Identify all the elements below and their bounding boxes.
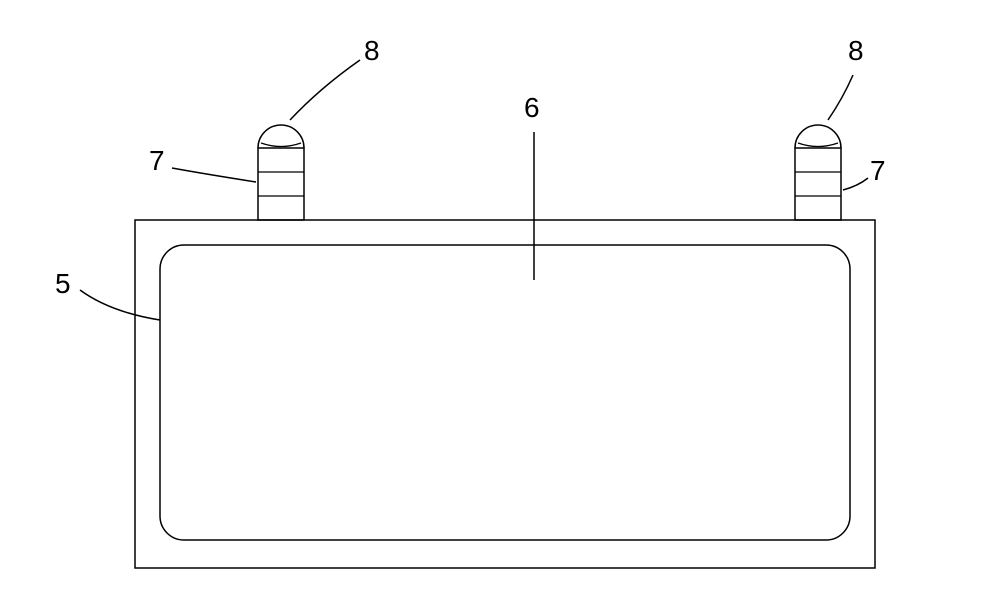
main-body-inner — [160, 245, 850, 540]
callout-label-8-right: 8 — [848, 35, 864, 67]
diagram-container: 5 6 7 7 8 8 — [0, 0, 1000, 593]
terminal-left-cap-inner — [261, 143, 301, 147]
main-body-outer — [135, 220, 875, 568]
callout-label-6: 6 — [524, 92, 540, 124]
terminal-right — [795, 125, 841, 220]
terminal-right-cap-inner — [798, 143, 838, 147]
callout-label-8-left: 8 — [364, 35, 380, 67]
terminal-right-body — [795, 148, 841, 220]
terminal-left — [258, 125, 304, 220]
leader-8-right — [828, 75, 853, 120]
leader-8-left — [290, 60, 360, 120]
leader-7-left — [172, 168, 256, 182]
terminal-left-body — [258, 148, 304, 220]
callout-label-7-right: 7 — [870, 155, 886, 187]
callout-label-7-left: 7 — [149, 145, 165, 177]
leader-5 — [80, 290, 160, 320]
leader-7-right — [843, 178, 868, 190]
diagram-svg — [0, 0, 1000, 593]
callout-label-5: 5 — [55, 268, 71, 300]
